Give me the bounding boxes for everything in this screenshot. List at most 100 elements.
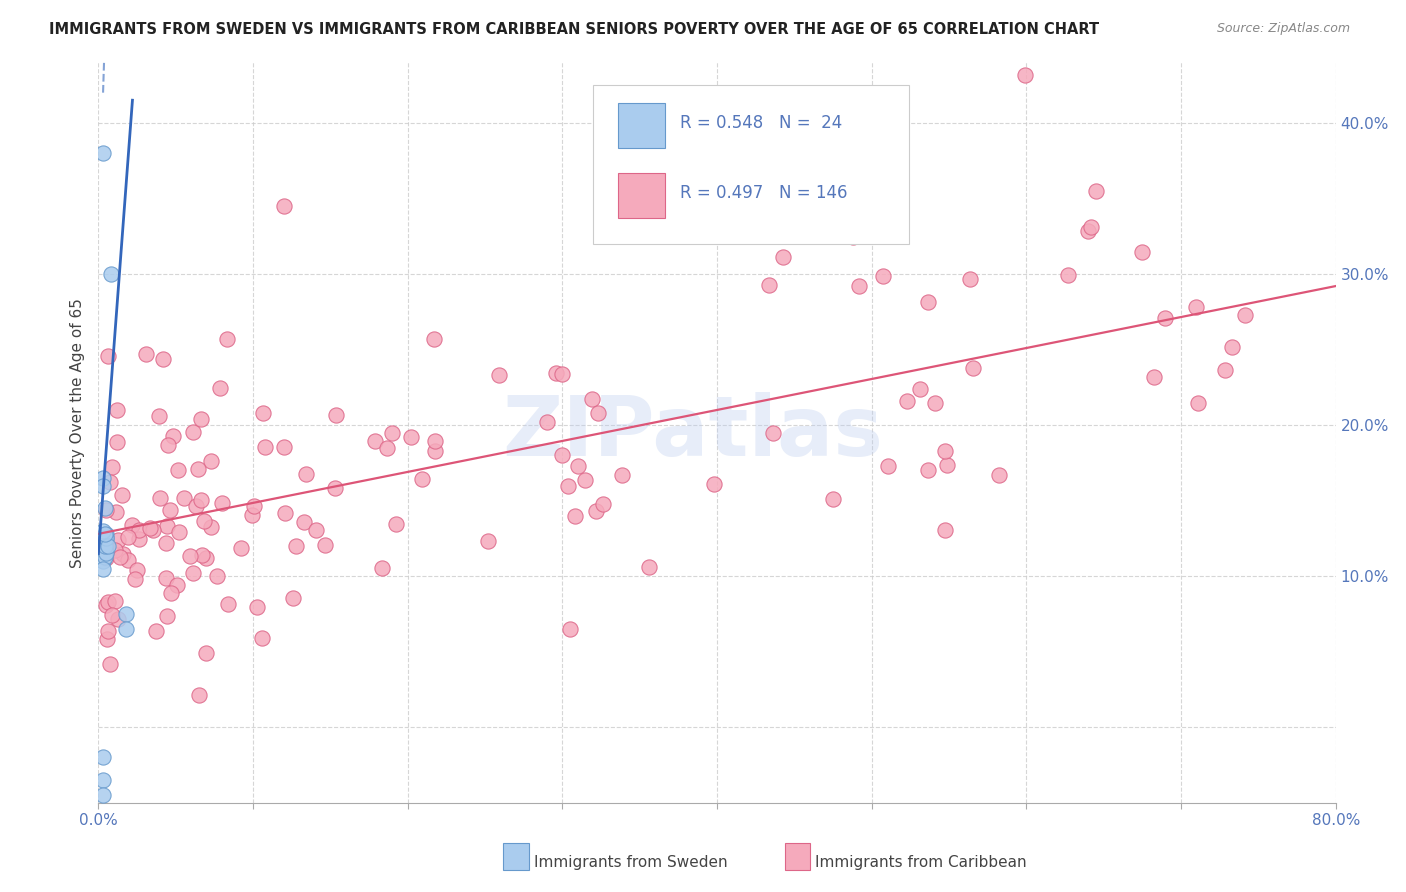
Point xyxy=(934,443,956,458)
Point xyxy=(823,491,845,506)
Point xyxy=(411,473,433,487)
Point xyxy=(585,503,607,517)
Point xyxy=(273,441,295,455)
Point xyxy=(145,624,167,639)
Point xyxy=(425,443,447,458)
Point xyxy=(425,434,447,449)
Point xyxy=(96,547,118,561)
Point xyxy=(127,563,149,577)
Point xyxy=(323,481,346,495)
Point xyxy=(91,554,114,568)
Point xyxy=(1080,219,1102,234)
Point xyxy=(200,453,222,467)
Point xyxy=(283,591,305,606)
Point xyxy=(166,578,188,592)
Point xyxy=(364,434,387,449)
Point xyxy=(93,539,115,553)
Point xyxy=(1130,245,1153,260)
Point xyxy=(612,468,634,483)
Text: ZIPatlas: ZIPatlas xyxy=(502,392,883,473)
Point xyxy=(215,332,238,346)
Point xyxy=(1143,369,1166,384)
Point xyxy=(211,496,233,510)
Point xyxy=(536,415,558,429)
Point xyxy=(91,478,114,492)
Point xyxy=(96,532,118,546)
Point xyxy=(581,392,603,406)
Point xyxy=(917,463,939,477)
Point xyxy=(96,551,118,566)
Point xyxy=(423,332,446,346)
Point xyxy=(574,473,596,487)
Point xyxy=(135,347,157,361)
Point xyxy=(924,396,946,410)
Point xyxy=(91,750,114,764)
Point xyxy=(200,520,222,534)
Point xyxy=(205,568,228,582)
Point xyxy=(385,517,408,532)
Point xyxy=(936,458,959,472)
Point xyxy=(98,657,121,672)
Point xyxy=(96,349,118,363)
Point xyxy=(96,532,118,546)
Point xyxy=(97,595,120,609)
Point xyxy=(107,533,129,547)
Point xyxy=(284,539,307,553)
Point xyxy=(155,536,177,550)
Point xyxy=(292,515,315,529)
Point xyxy=(557,478,579,492)
Point xyxy=(551,448,574,462)
Point xyxy=(274,506,297,520)
Point xyxy=(477,534,499,549)
Point xyxy=(375,442,398,456)
Point xyxy=(93,526,115,541)
Point xyxy=(314,538,336,552)
Point xyxy=(325,409,347,423)
Point xyxy=(240,508,263,522)
Point xyxy=(252,406,274,420)
Point xyxy=(488,368,510,383)
Point xyxy=(162,429,184,443)
Point xyxy=(187,688,209,702)
Text: R = 0.548   N =  24: R = 0.548 N = 24 xyxy=(681,114,842,132)
Point xyxy=(93,501,115,516)
Point xyxy=(588,406,610,420)
Text: Source: ZipAtlas.com: Source: ZipAtlas.com xyxy=(1216,22,1350,36)
Point xyxy=(253,440,276,454)
Point xyxy=(97,539,120,553)
Point xyxy=(155,571,177,585)
Point xyxy=(160,586,183,600)
Point xyxy=(959,272,981,286)
Point xyxy=(962,360,984,375)
Point xyxy=(91,524,114,538)
Point xyxy=(305,523,328,537)
Point xyxy=(917,294,939,309)
Point xyxy=(117,530,139,544)
Point xyxy=(108,549,131,564)
Point xyxy=(115,607,138,621)
Point xyxy=(908,383,931,397)
Point xyxy=(876,458,898,473)
Point xyxy=(703,477,725,491)
Point xyxy=(121,518,143,533)
Point xyxy=(872,269,894,284)
Point xyxy=(128,532,150,546)
Point xyxy=(91,146,114,161)
Point xyxy=(1220,340,1243,354)
Point xyxy=(173,491,195,505)
Point xyxy=(167,525,190,540)
Point xyxy=(107,612,129,626)
Point xyxy=(124,573,146,587)
Point xyxy=(231,541,253,556)
Point xyxy=(217,598,239,612)
Point xyxy=(1185,300,1208,314)
Point xyxy=(96,526,118,541)
Point xyxy=(91,773,114,788)
FancyBboxPatch shape xyxy=(619,173,665,218)
Point xyxy=(187,462,209,476)
Point xyxy=(208,380,231,394)
Point xyxy=(194,550,217,565)
Point xyxy=(96,502,118,516)
Point xyxy=(190,411,212,425)
Text: IMMIGRANTS FROM SWEDEN VS IMMIGRANTS FROM CARIBBEAN SENIORS POVERTY OVER THE AGE: IMMIGRANTS FROM SWEDEN VS IMMIGRANTS FRO… xyxy=(49,22,1099,37)
